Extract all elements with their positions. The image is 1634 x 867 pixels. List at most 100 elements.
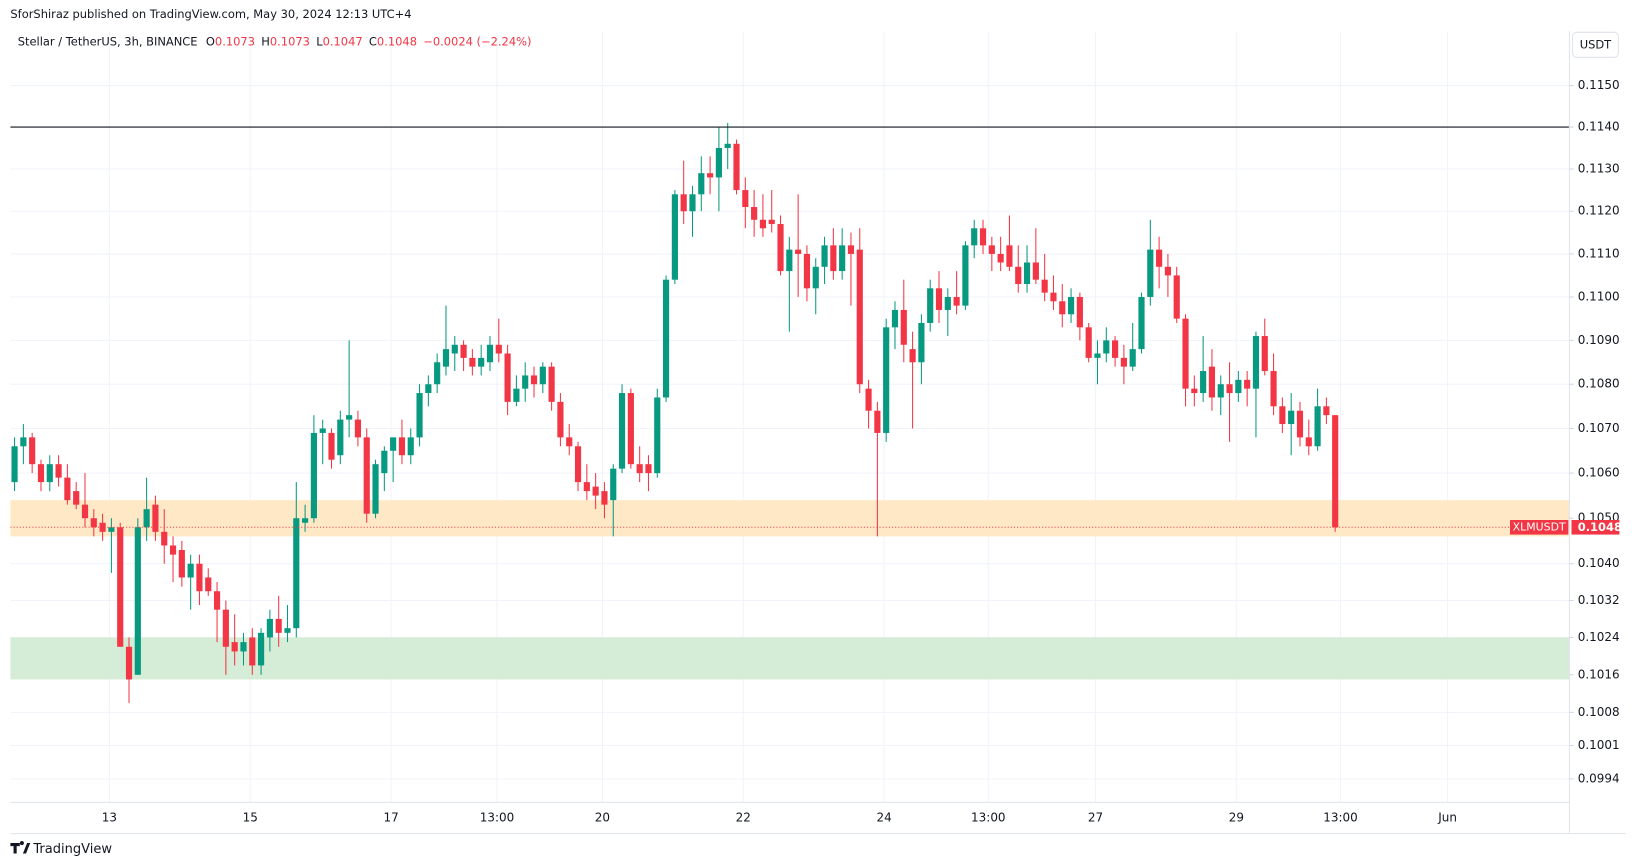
candle-body	[1332, 415, 1339, 528]
candle-body	[522, 375, 529, 389]
candle-body	[504, 353, 511, 402]
symbol-badge-label: XLMUSDT	[1513, 520, 1566, 533]
candle-body	[143, 509, 150, 528]
candle-body	[821, 245, 828, 267]
x-tick-label: 29	[1229, 811, 1244, 825]
candle-body	[592, 486, 599, 496]
candle-body	[812, 266, 819, 289]
x-tick-label: 15	[243, 811, 258, 825]
candle-body	[724, 143, 731, 148]
currency-button[interactable]	[1571, 31, 1619, 58]
candle-body	[240, 642, 247, 652]
candle-body	[284, 628, 291, 633]
candle-body	[962, 245, 969, 306]
candle-body	[1288, 410, 1295, 425]
symbol-badge	[1509, 519, 1569, 535]
y-tick-label: 0.1040	[1578, 556, 1620, 570]
candles	[11, 122, 1339, 703]
candle-body	[81, 504, 89, 519]
y-tick-label: 0.1032	[1578, 593, 1620, 607]
candle-body	[178, 550, 185, 578]
candle-body	[425, 384, 432, 394]
y-tick-label: 0.0994	[1578, 771, 1620, 785]
candle-body	[213, 591, 221, 610]
ohlc-value: 0.1048	[377, 34, 417, 48]
candle-body	[99, 522, 106, 532]
candle-body	[222, 609, 229, 647]
candle-body	[108, 527, 115, 532]
y-tick-label: 0.1016	[1578, 667, 1620, 681]
ohlc-label: O	[206, 34, 215, 48]
x-tick-label: 20	[595, 811, 610, 825]
candle-body	[1323, 406, 1330, 416]
candle-body	[293, 518, 300, 629]
candle-body	[997, 253, 1004, 263]
brand-name: TradingView	[32, 842, 112, 857]
candle-body	[768, 219, 775, 225]
candle-body	[478, 357, 485, 367]
candle-body	[539, 366, 546, 385]
brand-logo: TradingView	[10, 840, 112, 857]
candle-body	[847, 245, 855, 254]
candle-body	[1217, 384, 1224, 398]
candle-body	[460, 344, 467, 358]
candle-body	[1006, 245, 1013, 267]
x-tick-label: 13:00	[1323, 811, 1358, 825]
x-tick-label: 27	[1088, 811, 1103, 825]
candle-body	[469, 357, 476, 367]
y-tick-label: 0.1130	[1578, 161, 1620, 175]
candle-body	[707, 173, 714, 178]
candle-body	[574, 446, 582, 483]
ohlc-label: H	[261, 34, 270, 48]
candle-body	[1164, 266, 1171, 276]
candle-body	[90, 518, 97, 528]
candle-body	[205, 577, 212, 592]
candle-body	[1059, 301, 1066, 315]
published-note: SforShiraz published on TradingView.com,…	[10, 7, 411, 21]
candle-body	[856, 249, 863, 385]
y-tick-label: 0.1140	[1578, 120, 1620, 134]
candle-body	[346, 415, 353, 420]
candle-body	[187, 563, 194, 578]
last-price-label: 0.1048	[1578, 520, 1622, 534]
y-tick-label: 0.1008	[1578, 705, 1620, 719]
y-tick-label: 0.1024	[1578, 630, 1620, 644]
candle-body	[1129, 349, 1136, 367]
candle-body	[865, 388, 872, 411]
ohlc-value: 0.1073	[270, 34, 310, 48]
candle-body	[1120, 357, 1127, 367]
candle-body	[134, 527, 141, 675]
currency-label[interactable]: USDT	[1580, 37, 1612, 51]
candle-body	[1094, 353, 1101, 358]
candle-body	[1261, 336, 1268, 372]
candle-body	[372, 464, 379, 514]
candle-body	[698, 173, 705, 195]
candle-body	[654, 397, 661, 474]
candle-body	[434, 362, 441, 385]
candle-body	[55, 464, 62, 478]
y-tick-label: 0.1001	[1578, 738, 1620, 752]
candle-body	[1103, 340, 1110, 354]
candle-body	[777, 224, 784, 272]
y-tick-label: 0.1120	[1578, 204, 1620, 218]
y-tick-label: 0.1150	[1578, 78, 1620, 92]
candle-body	[1270, 371, 1277, 407]
candle-body	[839, 245, 846, 272]
y-tick-label: 0.1090	[1578, 333, 1620, 347]
candle-body	[689, 194, 696, 212]
candle-body	[953, 296, 960, 306]
candle-body	[557, 401, 564, 438]
candle-body	[161, 531, 168, 546]
candle-body	[310, 432, 317, 519]
candle-body	[337, 419, 344, 456]
candle-body	[117, 527, 124, 647]
candle-body	[196, 563, 203, 592]
candle-body	[979, 228, 987, 246]
candle-body	[1147, 249, 1154, 297]
candle-body	[645, 464, 652, 474]
candle-body	[1050, 292, 1057, 302]
candle-body	[442, 349, 450, 367]
candle-body	[1076, 296, 1083, 328]
candle-body	[1252, 336, 1260, 389]
candle-body	[971, 228, 978, 246]
